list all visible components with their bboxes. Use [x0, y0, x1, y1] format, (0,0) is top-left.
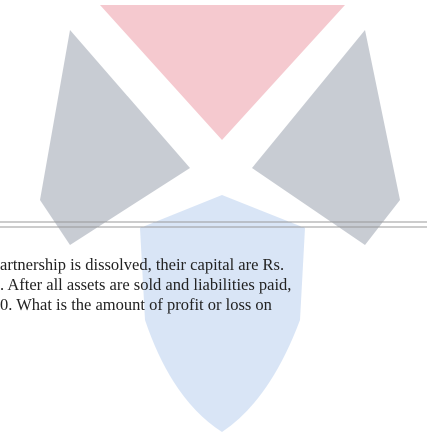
text-line: 0. What is the amount of profit or loss …: [0, 295, 272, 314]
logo-top: [100, 5, 345, 140]
logo-right: [252, 30, 400, 245]
text-line: artnership is dissolved, their capital a…: [0, 255, 285, 274]
text-line: . After all assets are sold and liabilit…: [0, 275, 292, 294]
logo-left: [40, 30, 190, 245]
logo-bottom: [140, 195, 305, 432]
